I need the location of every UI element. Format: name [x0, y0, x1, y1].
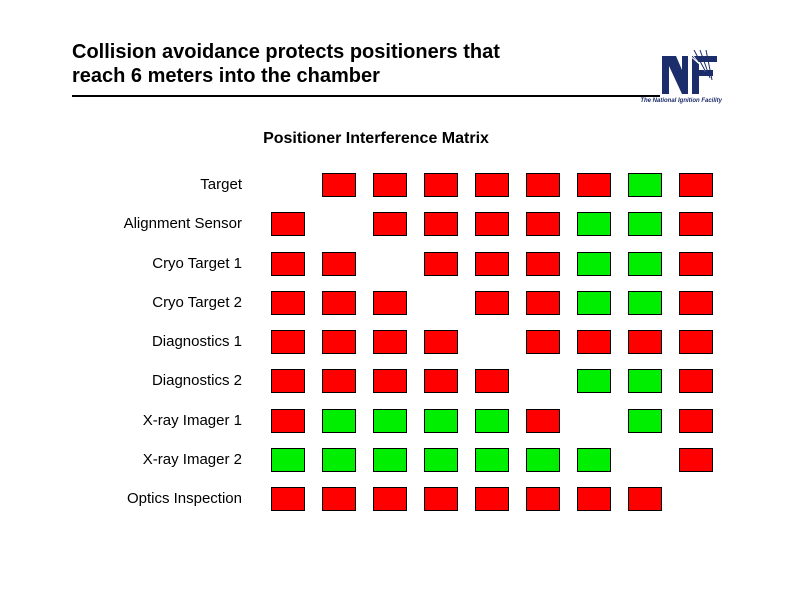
matrix-cell-red: [475, 290, 509, 315]
slide-title: Collision avoidance protects positioners…: [72, 40, 632, 88]
row-label: X-ray Imager 1: [142, 411, 242, 429]
matrix-cell-red: [577, 487, 611, 511]
matrix-cell-red: [628, 330, 662, 354]
matrix-cell-red: [373, 369, 407, 394]
matrix-cell-green: [577, 447, 611, 472]
matrix-cell-green: [373, 408, 407, 433]
row-label: Optics Inspection: [126, 490, 242, 507]
matrix-cell-red: [322, 173, 356, 197]
logo-caption: The National Ignition Facility: [640, 98, 722, 104]
nif-logo-icon: [662, 50, 717, 94]
matrix-cell-red: [679, 212, 713, 237]
row-label: Alignment Sensor: [123, 215, 242, 233]
matrix-cell-green: [577, 369, 611, 394]
matrix-cell-red: [475, 173, 509, 197]
matrix-cell-red: [475, 212, 509, 237]
matrix-cell-red: [322, 369, 356, 394]
nif-logo: The National Ignition Facility: [622, 50, 722, 110]
matrix-cell-green: [628, 290, 662, 315]
row-label: Target: [200, 176, 242, 193]
matrix-cell-red: [577, 173, 611, 197]
title-underline: [72, 95, 660, 97]
matrix-cell-green: [628, 408, 662, 433]
matrix-cell-red: [679, 251, 713, 276]
matrix-cell-green: [424, 408, 458, 433]
matrix-cell-red: [373, 330, 407, 354]
row-label: Cryo Target 1: [152, 254, 242, 272]
slide-title-line-2: reach 6 meters into the chamber: [72, 65, 380, 87]
matrix-cell-red: [271, 487, 305, 511]
matrix-cell-red: [475, 251, 509, 276]
matrix-cell-red: [424, 487, 458, 511]
matrix-cell-red: [679, 408, 713, 433]
matrix-cell-red: [373, 212, 407, 237]
matrix-cell-red: [526, 408, 560, 433]
matrix-cell-red: [526, 173, 560, 197]
matrix-cell-red: [424, 251, 458, 276]
matrix-cell-red: [424, 330, 458, 354]
matrix-cell-green: [271, 447, 305, 472]
matrix-cell-green: [322, 408, 356, 433]
matrix-cell-red: [271, 290, 305, 315]
matrix-cell-red: [526, 212, 560, 237]
matrix-cell-red: [271, 212, 305, 237]
matrix-cell-red: [424, 212, 458, 237]
matrix-cell-red: [373, 290, 407, 315]
matrix-cell-green: [577, 251, 611, 276]
matrix-cell-red: [475, 369, 509, 394]
matrix-cell-green: [322, 447, 356, 472]
matrix-cell-green: [526, 447, 560, 472]
matrix-cell-red: [526, 290, 560, 315]
matrix-cell-red: [271, 330, 305, 354]
row-label: Cryo Target 2: [152, 293, 242, 311]
matrix-cell-green: [628, 369, 662, 394]
matrix-cell-red: [526, 251, 560, 276]
matrix-title: Positioner Interference Matrix: [263, 130, 489, 147]
matrix-cell-green: [475, 447, 509, 472]
matrix-cell-red: [322, 251, 356, 276]
matrix-cell-red: [628, 487, 662, 511]
matrix-cell-red: [322, 290, 356, 315]
row-label: Diagnostics 2: [151, 372, 242, 390]
matrix-cell-green: [424, 447, 458, 472]
matrix-cell-green: [628, 212, 662, 237]
matrix-cell-green: [475, 408, 509, 433]
row-label: Diagnostics 1: [151, 333, 242, 350]
matrix-cell-red: [373, 173, 407, 197]
matrix-cell-red: [526, 330, 560, 354]
matrix-cell-red: [424, 369, 458, 394]
matrix-cell-red: [526, 487, 560, 511]
matrix-cell-red: [271, 369, 305, 394]
slide-title-line-1: Collision avoidance protects positioners…: [72, 41, 500, 63]
matrix-cell-red: [679, 369, 713, 394]
matrix-cell-red: [577, 330, 611, 354]
matrix-cell-red: [679, 173, 713, 197]
matrix-cell-red: [373, 487, 407, 511]
matrix-cell-red: [322, 487, 356, 511]
matrix-cell-red: [271, 408, 305, 433]
matrix-cell-red: [679, 330, 713, 354]
matrix-cell-green: [577, 212, 611, 237]
matrix-cell-red: [424, 173, 458, 197]
matrix-cell-green: [628, 173, 662, 197]
matrix-cell-red: [271, 251, 305, 276]
matrix-cell-red: [475, 487, 509, 511]
matrix-cell-red: [679, 447, 713, 472]
matrix-cell-green: [373, 447, 407, 472]
matrix-cell-green: [628, 251, 662, 276]
matrix-cell-red: [322, 330, 356, 354]
matrix-cell-red: [679, 290, 713, 315]
matrix-cell-green: [577, 290, 611, 315]
row-label: X-ray Imager 2: [142, 450, 242, 468]
